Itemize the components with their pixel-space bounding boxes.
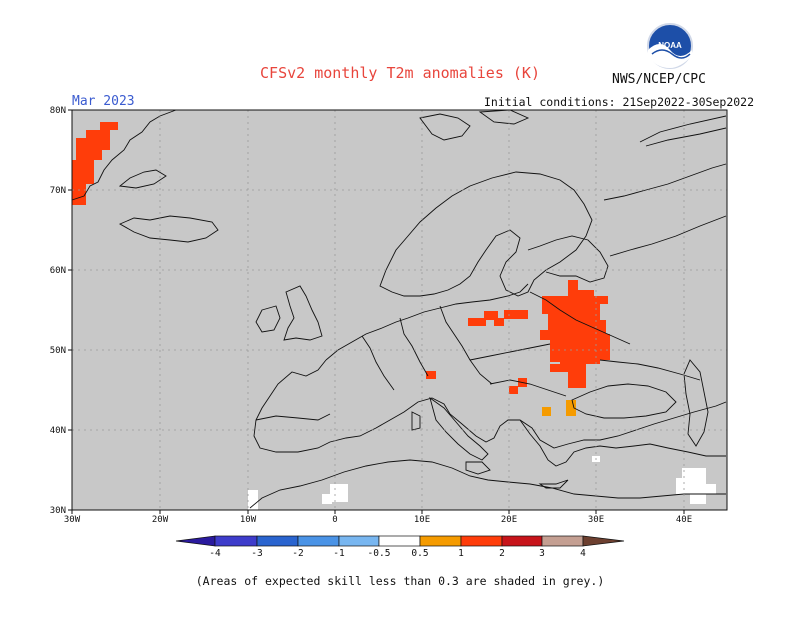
lat-labels: 30N 40N 50N 60N 70N 80N (50, 106, 66, 516)
lon-labels: 30W 20W 10W 0 10E 20E 30E 40E (64, 515, 692, 525)
colorbar-label: 3 (539, 548, 545, 559)
colorbar-label: 2 (499, 548, 505, 559)
lon-label: 10E (414, 515, 430, 525)
map-background (72, 110, 727, 510)
colorbar-label: 1 (458, 548, 464, 559)
colorbar-label: -0.5 (368, 548, 391, 559)
colorbar-swatch (256, 535, 299, 547)
colorbar-label: -1 (333, 548, 345, 559)
graticule (72, 110, 727, 510)
colorbar-label: -4 (209, 548, 221, 559)
anomaly-shading (72, 122, 716, 510)
coastlines (71, 109, 727, 509)
valid-month-label: Mar 2023 (72, 94, 135, 109)
lon-label: 20W (152, 515, 169, 525)
skill-footnote: (Areas of expected skill less than 0.3 a… (195, 574, 605, 588)
map-frame (71, 109, 728, 511)
lat-label: 60N (50, 266, 66, 276)
colorbar-swatch (460, 535, 503, 547)
lat-label: 50N (50, 346, 66, 356)
colorbar-label: -3 (251, 548, 262, 559)
noaa-logo-text: NOAA (658, 41, 682, 50)
lon-label: 30W (64, 515, 81, 525)
initial-conditions-label: Initial conditions: 21Sep2022-30Sep2022 (484, 95, 755, 109)
axis-ticks (68, 109, 685, 514)
lon-label: 20E (501, 515, 517, 525)
colorbar-swatch (582, 535, 625, 547)
lon-label: 10W (240, 515, 257, 525)
colorbar-label: 0.5 (411, 548, 428, 559)
colorbar-swatch (541, 535, 584, 547)
colorbar-swatch (378, 535, 421, 547)
colorbar-swatch (297, 535, 340, 547)
lat-label: 40N (50, 426, 66, 436)
map-area (68, 109, 728, 514)
colorbar-swatch (175, 535, 216, 547)
lon-label: 30E (588, 515, 604, 525)
lat-label: 30N (50, 506, 66, 516)
colorbar-swatch (501, 535, 543, 547)
map-title: CFSv2 monthly T2m anomalies (K) (260, 64, 540, 82)
colorbar: -4 -3 -2 -1 -0.5 0.5 1 2 3 4 (175, 535, 625, 559)
colorbar-swatch (214, 535, 258, 547)
agency-label: NWS/NCEP/CPC (612, 72, 706, 87)
noaa-logo: NOAA (647, 23, 693, 69)
colorbar-label: 4 (580, 548, 586, 559)
lon-label: 40E (676, 515, 692, 525)
lat-label: 70N (50, 186, 66, 196)
lon-label: 0 (332, 515, 337, 525)
colorbar-label: -2 (292, 548, 303, 559)
lat-label: 80N (50, 106, 66, 116)
colorbar-swatch (338, 535, 380, 547)
colorbar-swatch (419, 535, 462, 547)
